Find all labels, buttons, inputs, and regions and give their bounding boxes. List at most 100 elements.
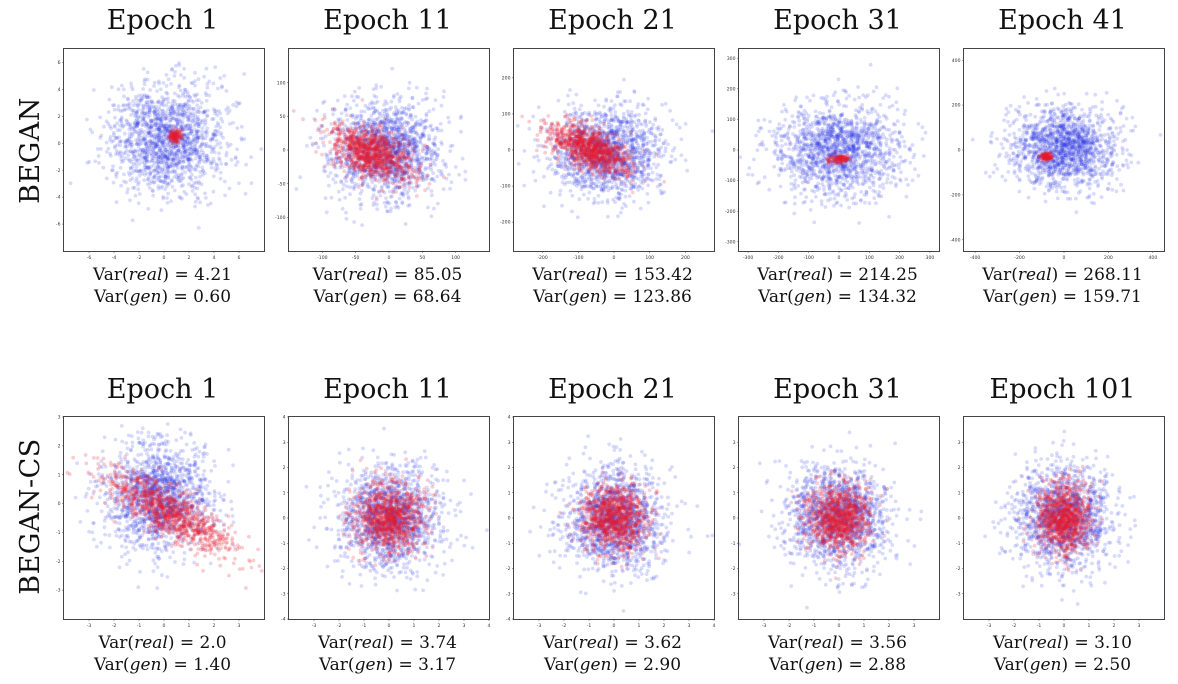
x-tick-label: 0 bbox=[163, 255, 166, 261]
scatter-point bbox=[559, 155, 563, 160]
scatter-point bbox=[165, 149, 170, 154]
scatter-point bbox=[204, 196, 208, 200]
scatter-point bbox=[155, 164, 160, 169]
scatter-point bbox=[567, 160, 572, 165]
scatter-point bbox=[435, 154, 439, 159]
scatter-point bbox=[389, 159, 394, 164]
scatter-point bbox=[331, 127, 336, 131]
scatter-point bbox=[643, 159, 648, 164]
scatter-point bbox=[381, 139, 386, 144]
scatter-point bbox=[571, 101, 576, 106]
scatter-point bbox=[335, 124, 340, 129]
scatter-point bbox=[598, 139, 602, 143]
scatter-point bbox=[619, 179, 624, 184]
scatter-point bbox=[371, 148, 376, 152]
scatter-point bbox=[428, 162, 433, 167]
scatter-point bbox=[438, 122, 443, 126]
scatter-point bbox=[392, 167, 397, 172]
scatter-point bbox=[361, 144, 365, 149]
scatter-point bbox=[599, 150, 604, 154]
scatter-point bbox=[116, 107, 120, 112]
scatter-point bbox=[321, 101, 325, 105]
scatter-point bbox=[171, 133, 176, 137]
scatter-point bbox=[171, 110, 176, 115]
scatter-point bbox=[352, 136, 357, 140]
scatter-point bbox=[403, 141, 407, 146]
scatter-point bbox=[320, 117, 325, 122]
scatter-point bbox=[214, 138, 219, 143]
scatter-point bbox=[439, 172, 443, 176]
scatter-point bbox=[166, 176, 170, 180]
scatter-point bbox=[398, 151, 403, 156]
scatter-point bbox=[378, 168, 383, 173]
scatter-point bbox=[386, 139, 390, 144]
scatter-point bbox=[177, 162, 181, 166]
scatter-point bbox=[375, 165, 379, 170]
scatter-point bbox=[353, 142, 358, 147]
scatter-point bbox=[373, 147, 377, 152]
scatter-point bbox=[424, 91, 428, 96]
scatter-point bbox=[176, 133, 181, 137]
scatter-point bbox=[632, 155, 636, 160]
scatter-point bbox=[202, 109, 207, 114]
scatter-point bbox=[177, 95, 182, 99]
scatter-point bbox=[173, 151, 178, 156]
scatter-point bbox=[596, 157, 600, 162]
scatter-point bbox=[195, 117, 200, 121]
scatter-point bbox=[365, 160, 370, 165]
scatter-point bbox=[396, 154, 400, 159]
scatter-point bbox=[346, 140, 350, 144]
scatter-point bbox=[603, 137, 608, 142]
scatter-point bbox=[169, 138, 173, 143]
scatter-point bbox=[399, 160, 404, 165]
scatter-point bbox=[408, 140, 413, 145]
scatter-point bbox=[361, 165, 365, 169]
scatter-point bbox=[406, 175, 411, 179]
scatter-point bbox=[165, 141, 170, 145]
scatter-point bbox=[656, 125, 661, 129]
scatter-point bbox=[345, 184, 349, 189]
scatter-point bbox=[382, 121, 387, 125]
scatter-point bbox=[398, 156, 402, 161]
scatter-point bbox=[415, 154, 419, 159]
scatter-point bbox=[657, 148, 662, 153]
scatter-point bbox=[630, 139, 635, 143]
scatter-point bbox=[378, 139, 383, 144]
scatter-point bbox=[147, 165, 152, 170]
scatter-point bbox=[616, 157, 621, 162]
scatter-point bbox=[177, 137, 181, 142]
scatter-point bbox=[350, 144, 354, 149]
scatter-point bbox=[373, 184, 378, 189]
scatter-point bbox=[379, 166, 384, 171]
scatter-point bbox=[427, 136, 431, 141]
scatter-point bbox=[612, 157, 617, 161]
scatter-point bbox=[385, 142, 390, 147]
scatter-point bbox=[368, 140, 373, 145]
scatter-point bbox=[383, 138, 388, 143]
scatter-point bbox=[221, 135, 226, 140]
scatter-point bbox=[205, 130, 210, 135]
scatter-point bbox=[605, 152, 610, 157]
scatter-point bbox=[215, 163, 220, 168]
scatter-point bbox=[591, 133, 596, 137]
scatter-point bbox=[158, 154, 162, 159]
scatter-point bbox=[126, 157, 131, 162]
scatter-point bbox=[399, 171, 404, 176]
scatter-point bbox=[392, 145, 397, 149]
scatter-point bbox=[653, 118, 658, 123]
scatter-point bbox=[348, 147, 353, 151]
scatter-point bbox=[207, 144, 212, 149]
scatter-point bbox=[184, 114, 189, 118]
scatter-point bbox=[373, 153, 378, 157]
scatter-point bbox=[127, 132, 132, 136]
scatter-point bbox=[429, 156, 434, 160]
scatter-point bbox=[173, 138, 178, 143]
scatter-point bbox=[367, 169, 372, 174]
scatter-point bbox=[383, 144, 387, 148]
scatter-point bbox=[171, 123, 175, 128]
scatter-point bbox=[381, 167, 386, 172]
scatter-point bbox=[607, 148, 611, 152]
scatter-point bbox=[635, 134, 640, 139]
scatter-point bbox=[410, 105, 415, 110]
scatter-point bbox=[352, 131, 356, 136]
